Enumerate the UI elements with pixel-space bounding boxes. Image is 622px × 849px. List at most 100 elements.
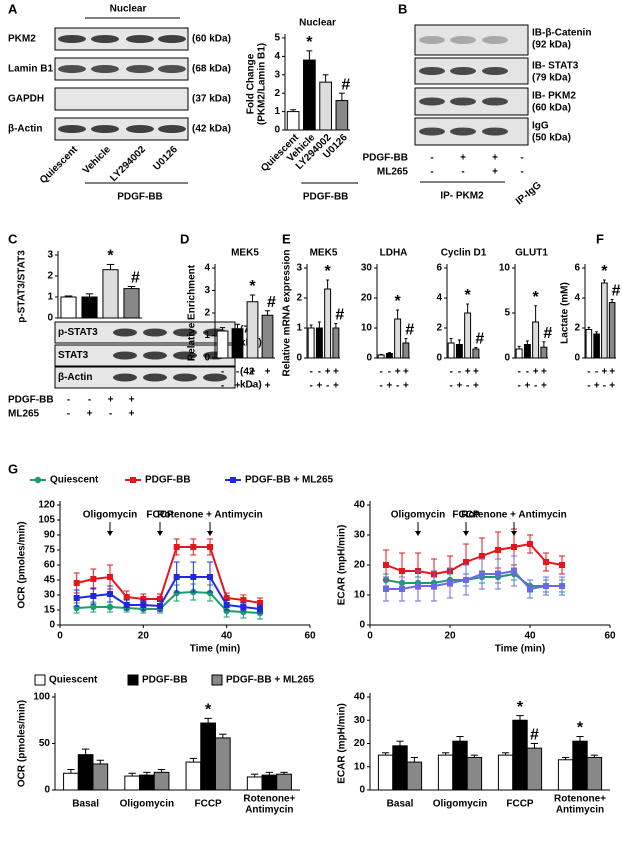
point (190, 574, 197, 580)
arrow-head (463, 531, 469, 536)
y-tick-label: 4 (204, 263, 210, 274)
blot-size-label: kDa) (240, 380, 262, 391)
sign: - (318, 367, 321, 378)
x-tick-label: FCCP (506, 799, 534, 810)
y-tick-label: 10 (354, 761, 366, 772)
y-tick-label: 30 (361, 263, 373, 274)
annotation: FCCP (452, 510, 480, 521)
significance: * (107, 248, 114, 265)
point (447, 580, 453, 586)
series-line (385, 542, 563, 576)
y-tick-label: 100 (33, 692, 50, 703)
sign: + (395, 367, 401, 378)
band (482, 127, 508, 136)
sign: + (456, 381, 462, 392)
significance: # (131, 270, 140, 287)
sign: - (520, 153, 523, 164)
y-tick-label: 20 (354, 560, 366, 571)
bar (452, 740, 468, 791)
legend-swatch (127, 674, 139, 686)
point (123, 602, 130, 608)
band (91, 35, 119, 43)
significance: # (530, 727, 539, 744)
sign: - (251, 381, 254, 392)
point (543, 559, 549, 565)
band (58, 35, 86, 43)
legend-marker (130, 477, 136, 483)
blot-row-label: STAT3 (58, 350, 89, 361)
sign: + (333, 381, 339, 392)
bar (526, 747, 543, 791)
group-label: IP- PKM2 (440, 191, 484, 202)
x-tick-label: FCCP (195, 799, 223, 810)
significance: * (517, 699, 524, 716)
sign: - (587, 381, 590, 392)
point (559, 583, 565, 589)
x-tick-label: 60 (304, 631, 316, 642)
sign: + (601, 367, 607, 378)
legend-label: PDGF-BB (142, 675, 188, 686)
annotation: FCCP (146, 510, 174, 521)
band (113, 328, 137, 337)
blot-size-label: (50 kDa) (532, 133, 571, 144)
band (482, 67, 508, 75)
point (206, 589, 214, 597)
y-tick-label: 0 (574, 353, 580, 364)
point (257, 600, 263, 606)
blot-row (54, 87, 189, 111)
point (157, 603, 163, 609)
condition-label: ML265 (377, 167, 409, 178)
y-tick-label: 4 (574, 293, 580, 304)
y-tick-label: 0 (296, 353, 302, 364)
y-axis-label: Fold Change(PKM2/Lamin B1) (245, 43, 267, 125)
significance: * (533, 289, 540, 306)
legend-marker (230, 477, 236, 483)
x-tick-label: Oligomycin (120, 799, 174, 810)
blot-row-label: PKM2 (8, 34, 36, 45)
blot-row-label: GAPDH (8, 94, 44, 105)
group-label: IP-IgG (514, 180, 544, 207)
bar (392, 745, 408, 791)
point (495, 547, 501, 553)
legend-label: Quiescent (50, 475, 99, 486)
arrow-head (511, 531, 517, 536)
y-tick-label: 30 (354, 530, 366, 541)
point (527, 541, 533, 547)
sign: - (534, 381, 537, 392)
y-tick-label: 0 (47, 313, 53, 324)
panel-label: D (180, 231, 189, 246)
y-tick-label: 0 (274, 125, 280, 136)
bar (307, 327, 315, 359)
y-tick-label: 0 (359, 620, 365, 631)
panel-label: C (8, 231, 18, 246)
y-tick-label: 0 (49, 620, 55, 631)
x-tick-label: 40 (524, 631, 536, 642)
sign: + (473, 381, 479, 392)
bar (303, 59, 316, 131)
band (419, 127, 445, 136)
blot-size-label: (60 kDa) (192, 34, 231, 45)
point (543, 583, 549, 589)
group-label: PDGF-BB (117, 192, 163, 203)
bar (464, 312, 472, 359)
band (419, 36, 445, 44)
sign: + (265, 367, 271, 378)
band (173, 351, 197, 360)
sign: + (235, 381, 241, 392)
sign: + (473, 367, 479, 378)
y-tick-label: 2 (574, 323, 580, 334)
y-tick-label: 20 (354, 738, 366, 749)
panel-label: F (596, 231, 604, 246)
bar (123, 288, 140, 319)
y-tick-label: 6 (436, 263, 442, 274)
sign: + (316, 381, 322, 392)
bar (377, 754, 394, 791)
bar (92, 763, 109, 791)
y-tick-label: 20 (361, 293, 373, 304)
point (257, 606, 263, 612)
y-tick-label: 3 (274, 69, 280, 80)
bar (319, 81, 332, 131)
x-tick-label: 20 (138, 631, 150, 642)
legend-swatch (211, 674, 223, 686)
